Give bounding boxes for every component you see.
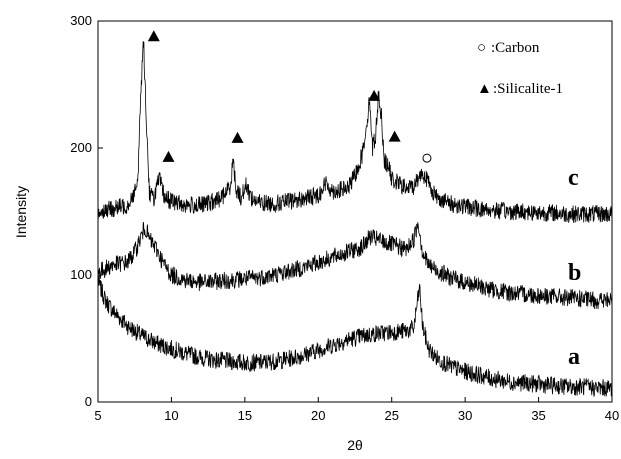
x-tick-label: 15: [238, 408, 252, 423]
y-axis-title: Intensity: [13, 186, 29, 238]
legend-silicalite-label: :Silicalite-1: [493, 81, 563, 97]
silicalite-triangle-marker: [231, 131, 244, 143]
series-c-label: c: [568, 165, 579, 191]
curves: [97, 41, 613, 398]
x-tick-label: 5: [94, 408, 101, 423]
legend-silicalite-symbol: ▲: [477, 81, 492, 97]
x-axis-title: 2θ: [347, 437, 363, 453]
x-tick-label: 10: [164, 408, 178, 423]
silicalite-triangle-marker: [147, 30, 160, 42]
legend: ○ :Carbon ▲ :Silicalite-1: [477, 40, 563, 97]
series-a-line: [97, 275, 613, 398]
silicalite-triangle-marker: [162, 150, 175, 162]
peak-markers: [147, 30, 432, 163]
y-tick-label: 0: [85, 394, 92, 409]
x-tick-label: 30: [458, 408, 472, 423]
curve-labels: a b c: [568, 165, 581, 370]
series-a-label: a: [568, 344, 580, 370]
series-c-line: [97, 41, 613, 223]
y-tick-label: 100: [70, 267, 92, 282]
legend-carbon-symbol: ○: [477, 40, 486, 56]
y-tick-label: 200: [70, 140, 92, 155]
x-tick-label: 20: [311, 408, 325, 423]
y-tick-label: 300: [70, 13, 92, 28]
axis-ticks: 5 10 15 20 25 30 35 40 0 100 200 300: [70, 13, 619, 423]
legend-carbon-label: :Carbon: [491, 40, 540, 56]
series-b-label: b: [568, 260, 581, 286]
carbon-circle-marker: [422, 153, 432, 163]
x-tick-label: 40: [605, 408, 619, 423]
silicalite-triangle-marker: [388, 130, 401, 142]
silicalite-triangle-marker: [368, 89, 381, 101]
x-tick-label: 25: [384, 408, 398, 423]
series-b-line: [97, 222, 613, 310]
x-tick-label: 35: [531, 408, 545, 423]
